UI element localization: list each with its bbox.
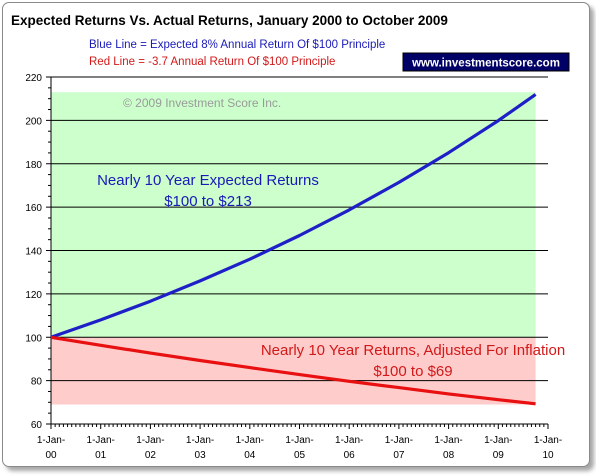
x-tick-label-year-04: 04 bbox=[244, 450, 256, 461]
brand-url: www.investmentscore.com bbox=[411, 58, 560, 70]
y-tick-label-60: 60 bbox=[31, 420, 43, 431]
x-tick-label-year-02: 02 bbox=[145, 450, 157, 461]
x-tick-label-year-01: 01 bbox=[95, 450, 107, 461]
x-tick-label-09: 1-Jan- bbox=[484, 435, 512, 446]
x-tick-label-07: 1-Jan- bbox=[385, 435, 413, 446]
y-tick-label-220: 220 bbox=[25, 73, 42, 84]
x-tick-label-02: 1-Jan- bbox=[136, 435, 164, 446]
x-tick-label-05: 1-Jan- bbox=[285, 435, 313, 446]
annotation-actual-line-1: Nearly 10 Year Returns, Adjusted For Inf… bbox=[261, 342, 565, 359]
x-tick-label-06: 1-Jan- bbox=[335, 435, 363, 446]
y-tick-label-100: 100 bbox=[25, 333, 42, 344]
expected-return-line bbox=[50, 93, 537, 339]
annotation-expected-line-2: $100 to $213 bbox=[164, 193, 252, 210]
watermark: © 2009 Investment Score Inc. bbox=[123, 96, 281, 110]
x-tick-label-year-10: 10 bbox=[542, 450, 554, 461]
x-tick-label-year-07: 07 bbox=[393, 450, 405, 461]
x-tick-label-year-00: 00 bbox=[45, 450, 57, 461]
x-tick-label-08: 1-Jan- bbox=[434, 435, 462, 446]
y-tick-label-140: 140 bbox=[25, 247, 42, 258]
actual-return-line bbox=[50, 335, 536, 406]
legend-red-line: Red Line = -3.7 Annual Return Of $100 Pr… bbox=[89, 56, 335, 68]
chart-frame: Expected Returns Vs. Actual Returns, Jan… bbox=[2, 2, 590, 467]
x-tick-label-03: 1-Jan- bbox=[186, 435, 214, 446]
y-tick-label-120: 120 bbox=[25, 290, 42, 301]
line-chart: Expected Returns Vs. Actual Returns, Jan… bbox=[11, 13, 570, 461]
y-tick-label-200: 200 bbox=[25, 116, 42, 127]
x-tick-label-year-09: 09 bbox=[493, 450, 505, 461]
x-tick-label-01: 1-Jan- bbox=[87, 435, 115, 446]
y-tick-label-80: 80 bbox=[31, 377, 43, 388]
x-tick-label-year-05: 05 bbox=[294, 450, 306, 461]
plot-area: © 2009 Investment Score Inc. 60 80 100 120 14… bbox=[25, 73, 565, 461]
expected-return-band bbox=[51, 92, 536, 338]
x-tick-label-00: 1-Jan- bbox=[37, 435, 65, 446]
x-tick-label-04: 1-Jan- bbox=[236, 435, 264, 446]
annotation-actual-line-2: $100 to $69 bbox=[373, 363, 452, 380]
x-tick-label-10: 1-Jan- bbox=[534, 435, 562, 446]
y-tick-label-180: 180 bbox=[25, 160, 42, 171]
x-tick-label-year-06: 06 bbox=[344, 450, 356, 461]
chart-title: Expected Returns Vs. Actual Returns, Jan… bbox=[11, 13, 448, 28]
y-tick-label-160: 160 bbox=[25, 203, 42, 214]
x-tick-label-year-03: 03 bbox=[195, 450, 207, 461]
x-tick-label-year-08: 08 bbox=[443, 450, 455, 461]
legend-blue-line: Blue Line = Expected 8% Annual Return Of… bbox=[89, 39, 385, 51]
annotation-expected-line-1: Nearly 10 Year Expected Returns bbox=[97, 172, 319, 189]
brand-badge bbox=[402, 52, 570, 72]
